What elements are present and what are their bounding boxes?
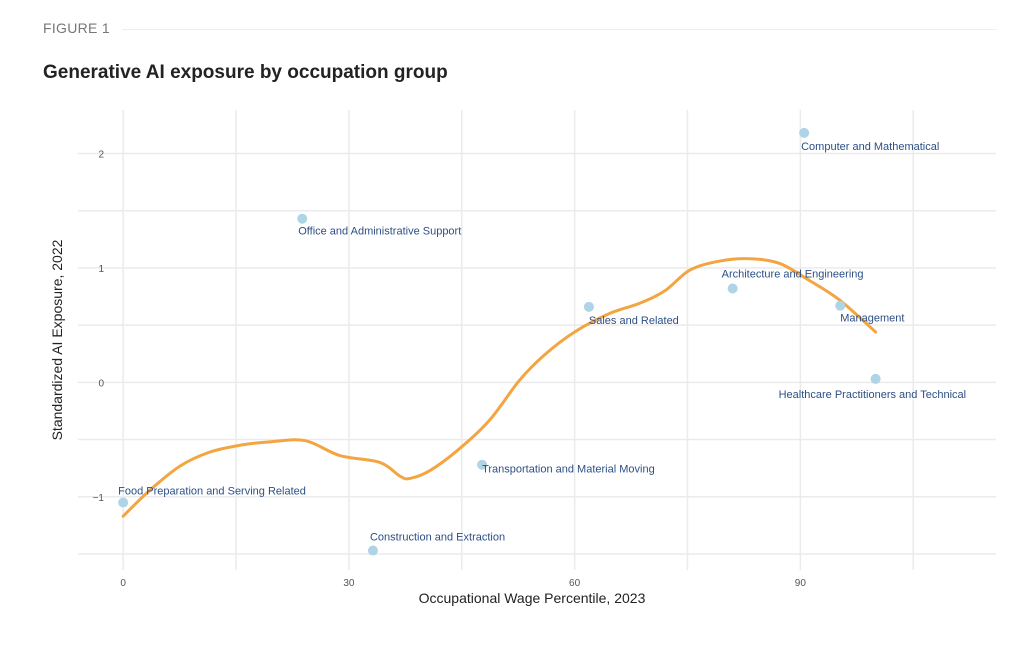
figure-divider [122, 29, 997, 30]
data-point-label: Food Preparation and Serving Related [118, 485, 306, 497]
points: Food Preparation and Serving Related Cons… [118, 127, 967, 556]
data-point [297, 213, 308, 224]
data-point-label: Transportation and Material Moving [482, 464, 655, 476]
figure-label: FIGURE 1 [43, 20, 110, 36]
data-point [799, 127, 810, 138]
data-point [870, 373, 881, 384]
y-tick-label: 2 [98, 149, 104, 160]
grid [78, 110, 996, 570]
chart-title: Generative AI exposure by occupation gro… [43, 62, 448, 83]
tick-labels: 0 30 60 90 −1 0 1 2 [93, 149, 807, 589]
data-point-label: Healthcare Practitioners and Technical [779, 389, 967, 401]
data-point [583, 301, 594, 312]
y-tick-label: 1 [98, 264, 104, 275]
x-tick-label: 30 [343, 578, 355, 589]
x-tick-label: 90 [795, 578, 807, 589]
data-point [118, 497, 129, 508]
data-point [727, 283, 738, 294]
x-tick-label: 60 [569, 578, 581, 589]
data-point [835, 300, 846, 311]
data-point-label: Sales and Related [589, 315, 679, 327]
data-point-label: Architecture and Engineering [722, 269, 864, 281]
x-tick-label: 0 [120, 578, 126, 589]
trend-line [121, 257, 878, 518]
data-point-label: Office and Administrative Support [298, 226, 461, 238]
data-point [367, 545, 378, 556]
data-point [477, 459, 488, 470]
data-point-label: Management [840, 313, 904, 325]
data-point-label: Computer and Mathematical [801, 141, 939, 153]
x-axis-title: Occupational Wage Percentile, 2023 [419, 590, 646, 606]
data-point-label: Construction and Extraction [370, 532, 505, 544]
y-tick-label: 0 [98, 378, 104, 389]
y-tick-label: −1 [93, 493, 105, 504]
y-axis-title: Standardized AI Exposure, 2022 [49, 239, 65, 440]
